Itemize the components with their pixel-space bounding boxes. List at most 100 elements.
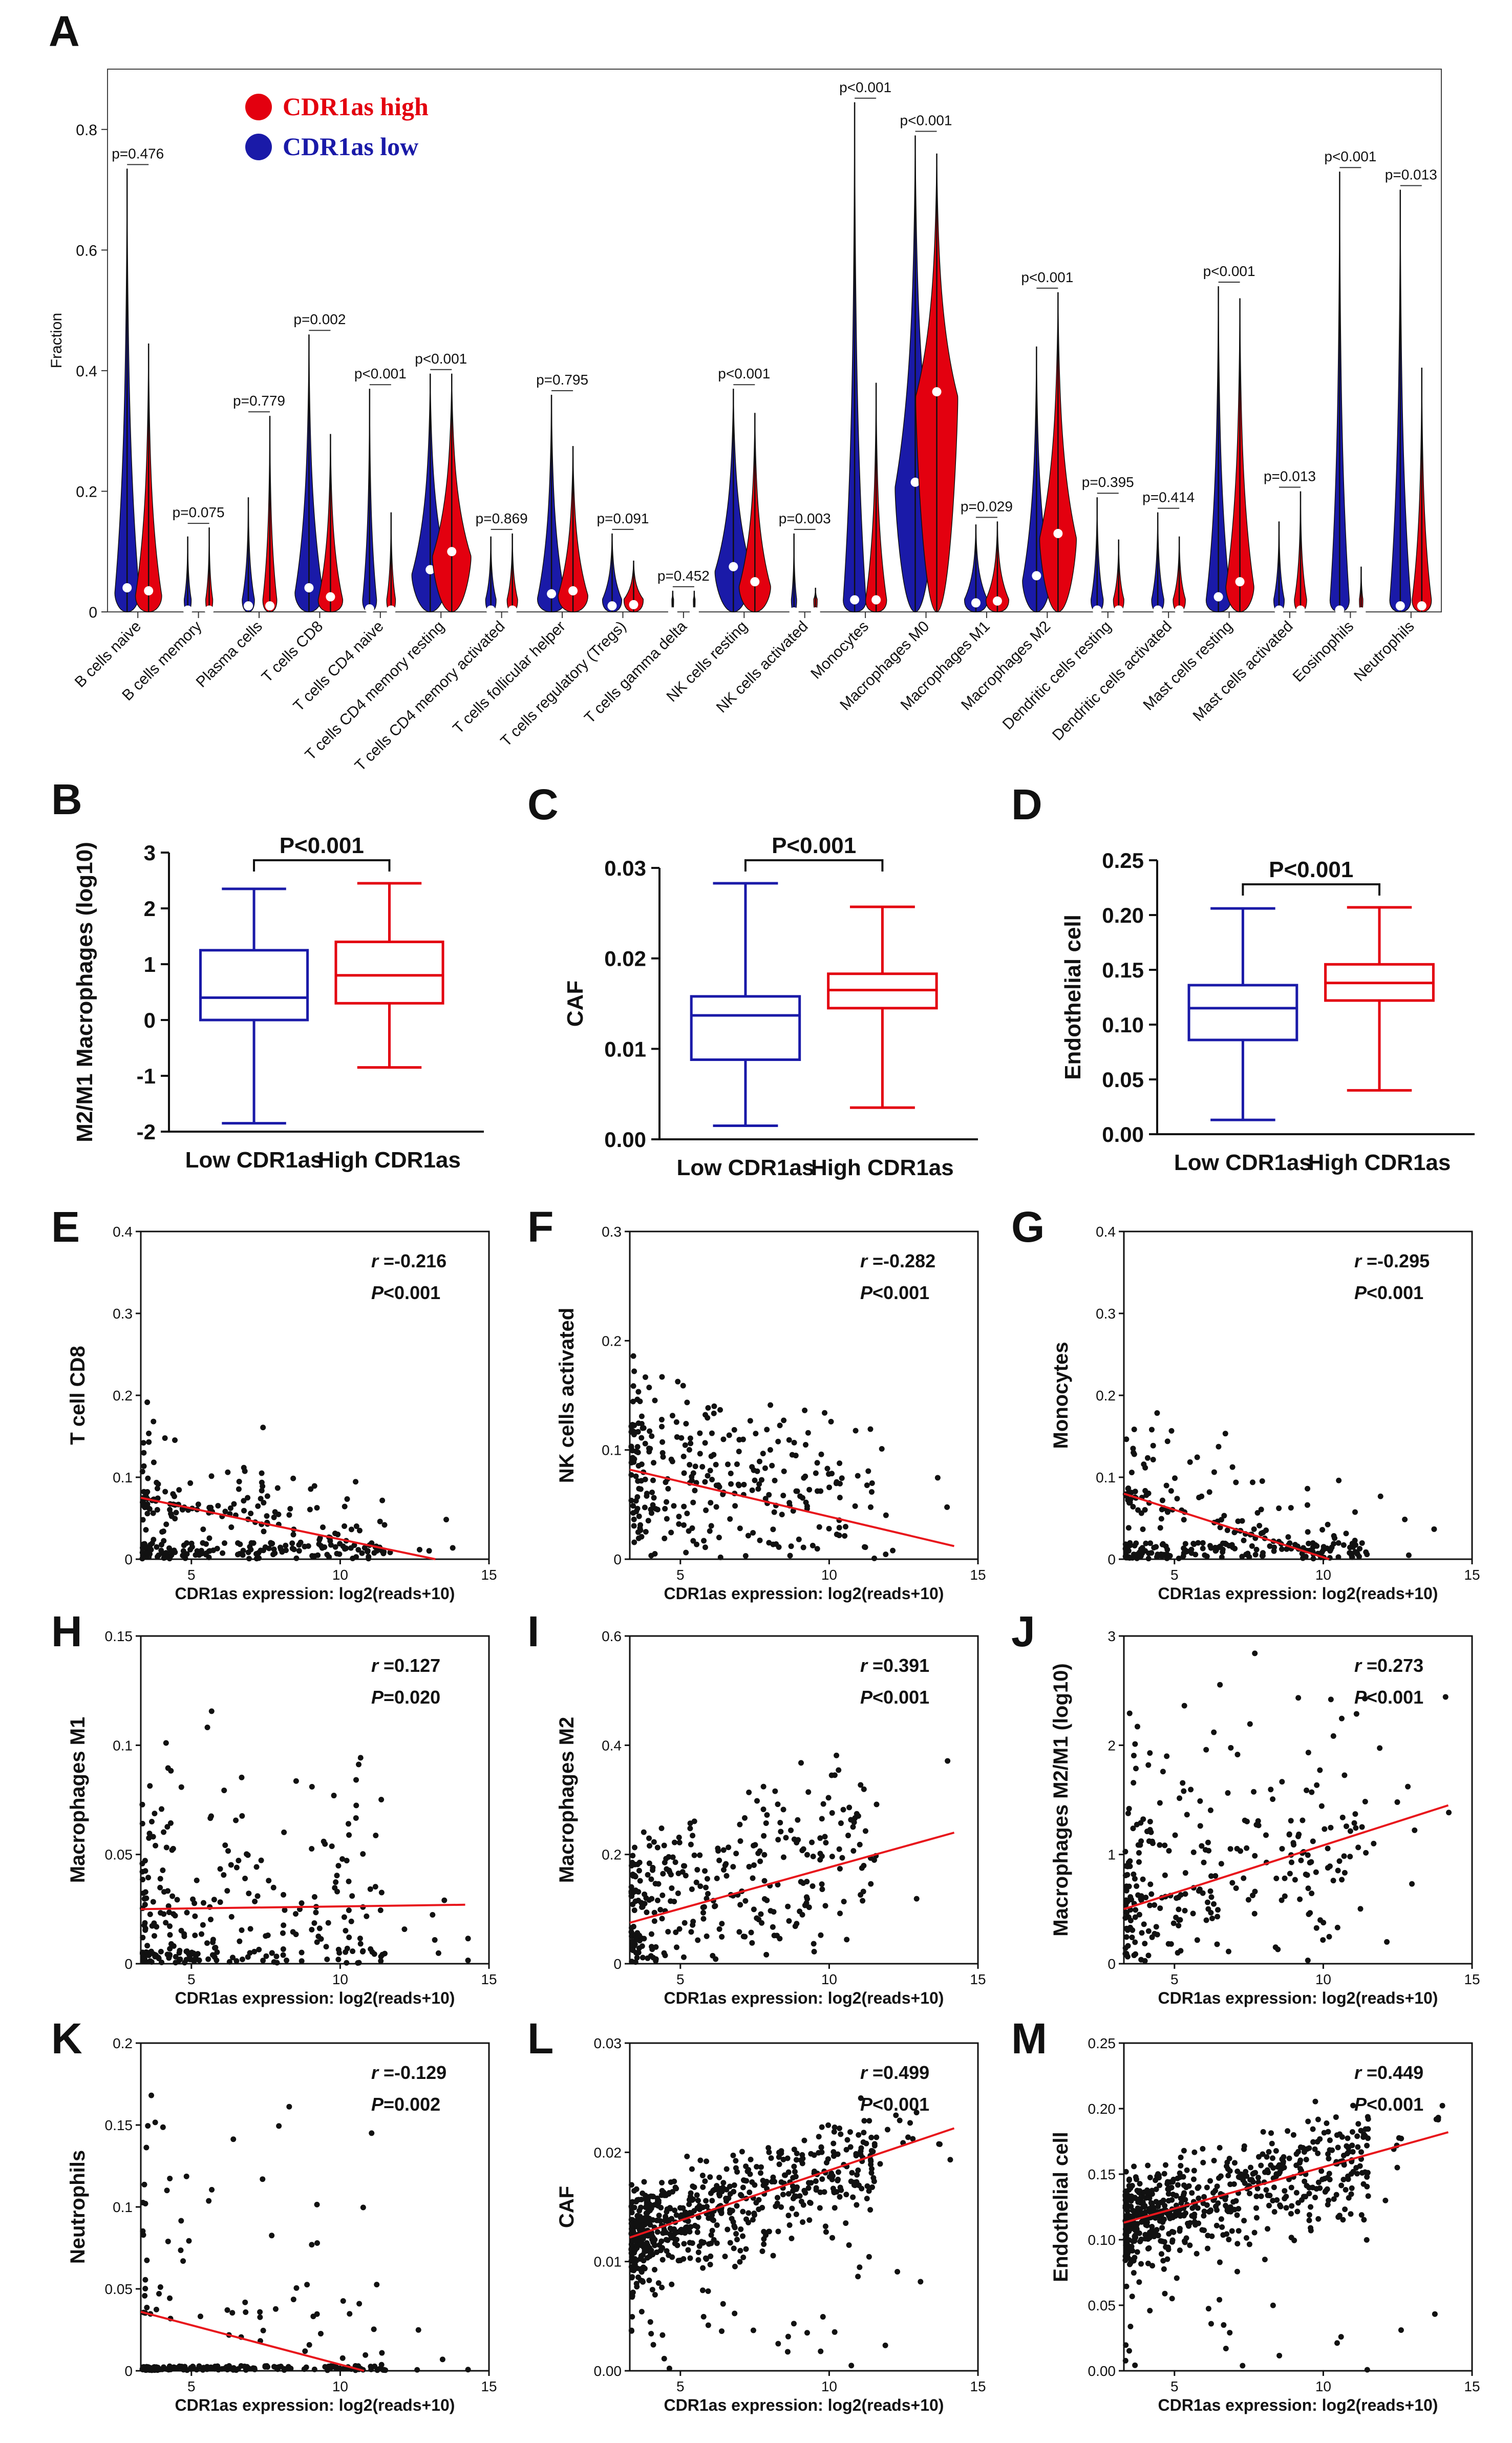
scatter-point: [1344, 2143, 1350, 2149]
scatter-point: [1177, 1795, 1183, 1801]
scatter-point: [266, 1545, 272, 1552]
scatter-point: [1226, 1543, 1232, 1549]
scatter-point: [840, 1807, 846, 1813]
scatter-point: [237, 1938, 243, 1944]
scatter-point: [1141, 1921, 1147, 1927]
scatter-point: [1233, 1885, 1239, 1892]
scatter-point: [710, 1952, 716, 1959]
scatter-point: [763, 1951, 770, 1958]
scatter-point: [1305, 1485, 1311, 1492]
scatter-point: [1398, 2135, 1404, 2141]
scatter-point: [813, 2178, 819, 2184]
scatter-point: [1132, 1876, 1138, 1882]
scatter-point: [1345, 2173, 1351, 2179]
regression-line-J: [1123, 1804, 1449, 1910]
scatter-point: [682, 1442, 688, 1448]
scatter-point: [221, 2366, 227, 2372]
scatter-point: [804, 1896, 811, 1902]
scatter-point: [182, 1960, 188, 1966]
panel-letter-C: C: [527, 780, 559, 829]
scatter-point: [629, 2293, 635, 2299]
scatter-point: [1231, 2160, 1238, 2166]
scatter-point: [343, 1927, 349, 1934]
scatter-point: [1132, 1741, 1138, 1747]
scatter-point: [687, 1825, 693, 1832]
scatter-point: [290, 2297, 296, 2303]
scatter-point: [647, 1446, 653, 1452]
scatter-point: [334, 1873, 340, 1879]
scatter-point: [791, 1836, 797, 1842]
scatter-point: [730, 2152, 736, 2158]
scatter-point: [1290, 2132, 1296, 2138]
scatter-point: [711, 1403, 717, 1409]
scatter-point: [1123, 2283, 1130, 2289]
y-tick-label-M: 0.10: [1088, 2232, 1116, 2248]
scatter-point: [630, 1931, 636, 1938]
violin-median-high: [1175, 605, 1184, 615]
scatter-point: [644, 1909, 650, 1916]
scatter-point: [1360, 2134, 1367, 2140]
scatter-point: [1162, 2162, 1168, 2168]
violin-median-low: [668, 607, 677, 617]
scatter-point: [874, 1801, 880, 1808]
scatter-point: [661, 2355, 667, 2362]
scatter-point: [871, 1555, 878, 1561]
scatter-point: [848, 2363, 855, 2369]
scatter-point: [1221, 2322, 1227, 2328]
scatter-point: [664, 1516, 670, 1522]
scatter-point: [168, 1513, 175, 1519]
scatter-point: [314, 2311, 320, 2317]
scatter-point: [1394, 2164, 1400, 2171]
scatter-point: [197, 2313, 203, 2320]
scatter-point: [1446, 1810, 1452, 1816]
scatter-point: [1251, 2229, 1258, 2236]
scatter-point: [675, 1890, 681, 1896]
violin-median-high: [629, 600, 638, 609]
scatter-point: [1317, 1917, 1324, 1923]
scatter-point: [152, 1811, 158, 1817]
scatter-point: [1166, 2230, 1172, 2237]
scatter-point: [651, 1839, 657, 1845]
scatter-point: [167, 1820, 174, 1826]
scatter-point: [1310, 2139, 1316, 2145]
scatter-point: [160, 1867, 166, 1874]
scatter-point: [1161, 2171, 1167, 2177]
scatter-point: [1357, 1906, 1364, 1912]
scatter-point: [1297, 1896, 1303, 1902]
scatter-point: [1303, 1871, 1309, 1877]
scatter-point: [1125, 1943, 1131, 1949]
scatter-point: [1312, 2146, 1318, 2152]
scatter-point: [1176, 1922, 1182, 1928]
scatter-point: [787, 1553, 793, 1559]
scatter-point: [1338, 2182, 1345, 2189]
scatter-point: [1228, 1745, 1234, 1751]
scatter-point: [853, 2151, 859, 2157]
scatter-point: [643, 2196, 649, 2202]
scatter-point: [734, 2237, 740, 2243]
scatter-point: [1131, 1752, 1137, 1758]
scatter-point: [1205, 2306, 1211, 2312]
scatter-point: [208, 1504, 214, 1511]
violin-median-low: [425, 565, 435, 575]
scatter-point: [874, 2134, 880, 2140]
scatter-point: [1297, 2165, 1303, 2172]
scatter-point: [183, 1948, 189, 1955]
scatter-point: [154, 1479, 160, 1485]
scatter-point: [1319, 1526, 1326, 1533]
scatter-point: [315, 1934, 322, 1940]
scatter-point: [907, 2120, 913, 2126]
scatter-point: [1276, 2352, 1283, 2359]
scatter-point: [761, 1833, 767, 1839]
scatter-point: [308, 1486, 314, 1492]
scatter-point: [139, 1820, 145, 1826]
scatter-point: [1130, 1503, 1136, 1510]
y-tick-label-H: 0: [124, 1956, 133, 1972]
scatter-point: [790, 2188, 796, 2194]
scatter-point: [210, 1937, 216, 1943]
scatter-point: [1177, 2247, 1183, 2254]
scatter-point: [1339, 1877, 1345, 1883]
scatter-point: [804, 2330, 810, 2336]
scatter-point: [368, 1946, 374, 1952]
scatter-point: [1359, 1824, 1365, 1830]
